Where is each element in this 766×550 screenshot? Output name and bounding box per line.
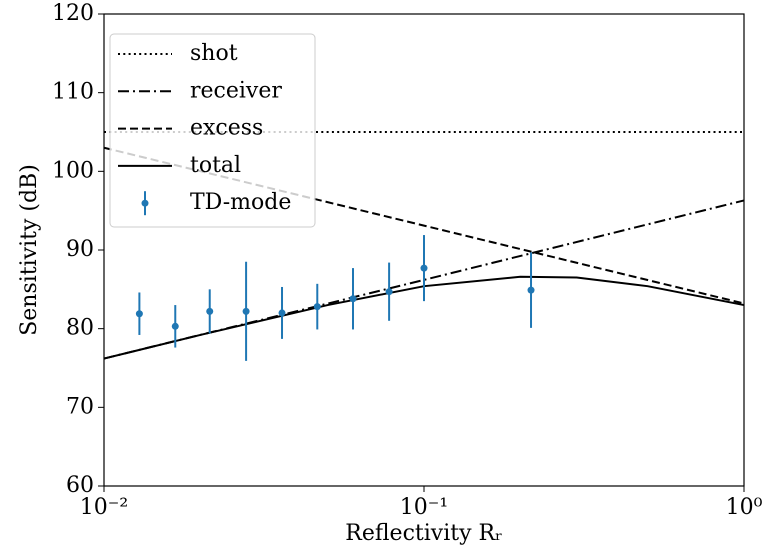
line-total <box>103 275 745 360</box>
legend: shot receiver excess total TD-mode <box>109 33 316 228</box>
y-axis-label: Sensitivity (dB) <box>17 164 42 336</box>
y-tick-label: 110 <box>52 80 94 105</box>
data-point <box>171 322 179 330</box>
data-point <box>349 295 357 303</box>
x-tick-label: 10⁻¹ <box>400 495 448 520</box>
legend-box <box>109 33 316 228</box>
data-point <box>278 309 286 317</box>
x-tick-label: 10⁰ <box>726 495 763 520</box>
y-tick-label: 100 <box>52 158 94 183</box>
y-tick-label: 70 <box>66 394 94 419</box>
legend-label: excess <box>190 116 263 141</box>
legend-label: shot <box>190 41 238 66</box>
data-point <box>242 307 250 315</box>
legend-marker <box>141 199 149 207</box>
data-point <box>313 303 321 311</box>
x-tick-label: 10⁻² <box>80 495 128 520</box>
legend-label: TD-mode <box>190 190 291 215</box>
plot-frame <box>103 13 745 487</box>
legend-label: total <box>190 153 241 178</box>
y-tick-label: 60 <box>66 473 94 498</box>
legend-label: receiver <box>190 78 282 103</box>
data-point <box>135 310 143 318</box>
y-tick-label: 90 <box>66 237 94 262</box>
data-point <box>420 264 428 272</box>
y-tick-label: 80 <box>66 316 94 341</box>
data-point <box>527 286 535 294</box>
data-point <box>206 307 214 315</box>
data-point <box>385 288 393 296</box>
y-tick-label: 120 <box>52 1 94 26</box>
x-axis-label: Reflectivity Rᵣ <box>345 521 502 546</box>
